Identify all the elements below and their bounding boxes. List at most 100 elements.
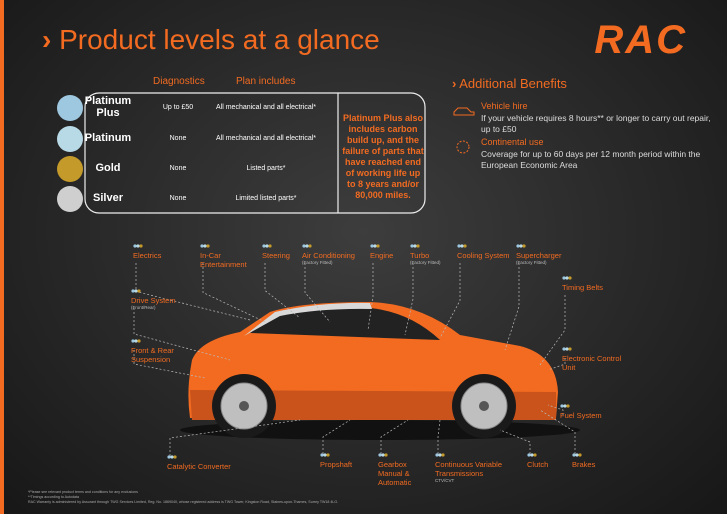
part-label: Brakes <box>572 460 612 469</box>
part-name: Engine <box>370 251 394 260</box>
part-name: Turbo <box>410 251 430 260</box>
part-label: Steering <box>262 251 302 260</box>
part-name: Air Conditioning <box>302 251 355 260</box>
part-label: In-Car Entertainment <box>200 251 260 269</box>
leader-line <box>404 263 414 336</box>
footnote: *Please see relevant product terms and c… <box>28 490 138 494</box>
tier-name: Silver <box>93 192 123 204</box>
part-name: In-Car Entertainment <box>200 251 247 269</box>
column-header: Diagnostics <box>153 76 205 87</box>
part-label: Front & Rear Suspension <box>131 346 191 364</box>
tier-dots <box>516 244 526 248</box>
part-label: Catalytic Converter <box>167 462 247 471</box>
tier-name: Platinum Plus <box>84 95 132 119</box>
tier-dots <box>410 244 420 248</box>
diagnostics-cell: None <box>169 195 187 202</box>
leader-line <box>437 419 441 454</box>
tier-dots <box>572 453 582 457</box>
plan-cell: All mechanical and all electrical* <box>216 104 316 111</box>
plan-cell: Limited listed parts* <box>235 195 297 202</box>
leader-line <box>202 263 266 323</box>
part-name: Timing Belts <box>562 283 603 292</box>
part-label: Drive System (Front/Rear) <box>131 296 221 311</box>
part-note: (Factory Fitted) <box>302 260 333 265</box>
tier-dots <box>320 453 330 457</box>
tier-dots <box>435 453 445 457</box>
leader-line <box>133 308 231 361</box>
part-label: Supercharger (Factory Fitted) <box>516 251 576 266</box>
edge-stripe <box>0 0 4 514</box>
part-label: Continuous Variable Transmissions CTV/CVT <box>435 460 505 484</box>
leader-line <box>133 350 206 379</box>
platinum-note: Platinum Plus also includes carbon build… <box>342 113 424 200</box>
part-name: Propshaft <box>320 460 353 469</box>
benefits-title-text: Additional Benefits <box>459 76 567 91</box>
leader-line <box>169 419 301 456</box>
part-label: Turbo (Factory Fitted) <box>410 251 450 266</box>
part-name: Fuel System <box>560 411 602 420</box>
part-label: Timing Belts <box>562 283 622 292</box>
part-label: Engine <box>370 251 410 260</box>
benefit-icons <box>453 107 475 154</box>
leader-line <box>367 263 374 331</box>
tier-dots <box>370 244 380 248</box>
tier-dots <box>131 289 141 293</box>
title-text: Product levels at a glance <box>59 24 380 55</box>
tier-dots <box>457 244 467 248</box>
part-label: Fuel System <box>560 411 610 420</box>
car <box>180 302 580 440</box>
benefit-title: Continental use <box>481 137 544 147</box>
part-label: Propshaft <box>320 460 360 469</box>
benefit-text: If your vehicle requires 8 hours** or lo… <box>481 113 711 134</box>
part-name: Gearbox Manual & Automatic <box>378 460 412 487</box>
part-name: Cooling System <box>457 251 510 260</box>
tier-dots <box>378 453 388 457</box>
part-name: Electrics <box>133 251 162 260</box>
tier-dots <box>562 276 572 280</box>
footnote: RAC Warranty is administered by Assurant… <box>28 500 339 504</box>
tier-dots <box>133 244 143 248</box>
leader-line <box>264 263 301 319</box>
part-name: Catalytic Converter <box>167 462 231 471</box>
part-name: Drive System <box>131 296 176 305</box>
logo: RAC <box>594 18 687 62</box>
part-note: CTV/CVT <box>435 478 455 483</box>
diagnostics-cell: Up to £50 <box>162 104 194 111</box>
part-label: Electronic Control Unit <box>562 354 622 372</box>
tier-dots <box>262 244 272 248</box>
tier-dots <box>527 453 537 457</box>
part-note: (Factory Fitted) <box>410 260 441 265</box>
title: › Product levels at a glance <box>42 24 380 55</box>
leader-line <box>304 263 331 323</box>
part-name: Electronic Control Unit <box>562 354 622 372</box>
part-name: Clutch <box>527 460 549 469</box>
column-header: Plan includes <box>236 76 296 87</box>
part-note: (Front/Rear) <box>131 305 156 310</box>
tier-name: Platinum <box>84 132 132 144</box>
plan-cell: Listed parts* <box>246 165 286 172</box>
benefits-title: › Additional Benefits <box>452 76 567 91</box>
tier-dots <box>562 347 572 351</box>
plan-cell: All mechanical and all electrical* <box>216 135 316 142</box>
diagnostics-cell: None <box>169 135 187 142</box>
tier-dots <box>560 404 570 408</box>
part-name: Brakes <box>572 460 596 469</box>
benefit-title: Vehicle hire <box>481 101 528 111</box>
part-label: Electrics <box>133 251 193 260</box>
leader-line <box>322 419 351 454</box>
table-frame <box>84 92 426 214</box>
part-label: Clutch <box>527 460 567 469</box>
leader-line <box>380 419 409 454</box>
part-name: Steering <box>262 251 290 260</box>
footnote: **Timings according to Autodata <box>28 495 80 499</box>
leader-line <box>547 404 564 415</box>
leader-line <box>439 263 461 339</box>
leader-line <box>547 358 566 371</box>
part-name: Continuous Variable Transmissions <box>435 460 502 478</box>
leader-line <box>504 263 520 351</box>
tier-dots <box>200 244 210 248</box>
part-name: Supercharger <box>516 251 562 260</box>
tier-dots <box>167 455 177 459</box>
